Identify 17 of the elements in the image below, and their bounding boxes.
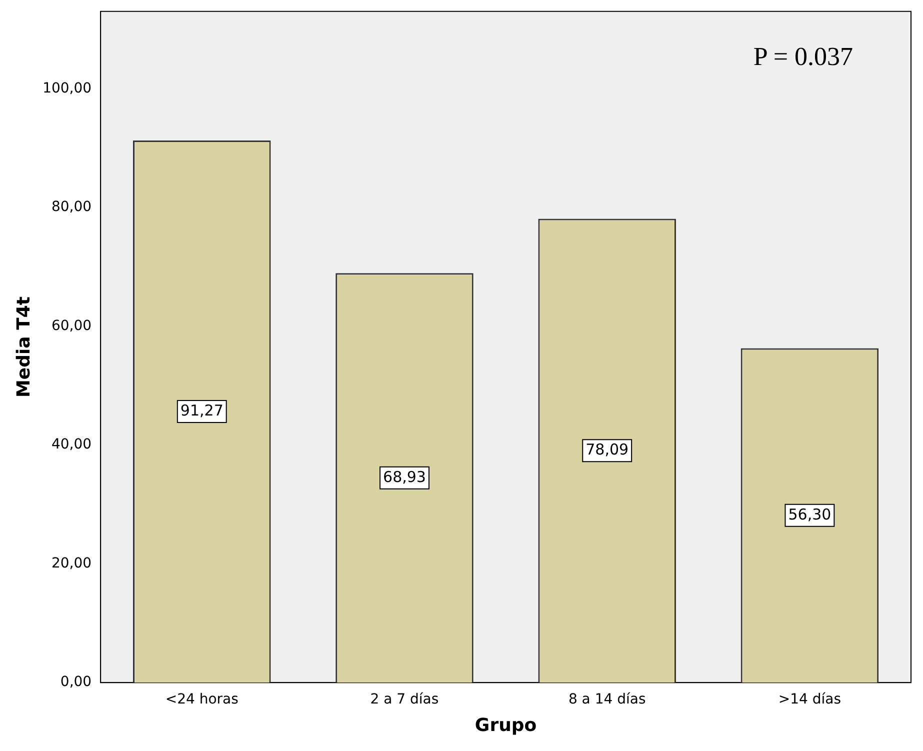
x-tick-label: <24 horas <box>165 692 238 708</box>
y-tick-label: 100,00 <box>42 80 92 96</box>
y-tick-label: 0,00 <box>60 674 92 690</box>
data-label: 68,93 <box>383 468 426 486</box>
x-axis-title: Grupo <box>474 714 537 736</box>
x-tick-label: 2 a 7 días <box>370 692 439 708</box>
x-tick-label: 8 a 14 días <box>568 692 646 708</box>
y-tick-label: 60,00 <box>51 318 92 334</box>
data-label: 56,30 <box>788 505 832 524</box>
y-tick-label: 80,00 <box>51 199 92 216</box>
annotation: P = 0.037 <box>753 42 853 72</box>
x-tick-label: >14 días <box>778 692 842 708</box>
y-tick-label: 20,00 <box>51 555 92 572</box>
y-axis-title: Media T4t <box>13 296 34 398</box>
y-tick-label: 40,00 <box>51 436 92 453</box>
data-label: 91,27 <box>180 401 224 420</box>
data-label: 78,09 <box>586 440 629 459</box>
